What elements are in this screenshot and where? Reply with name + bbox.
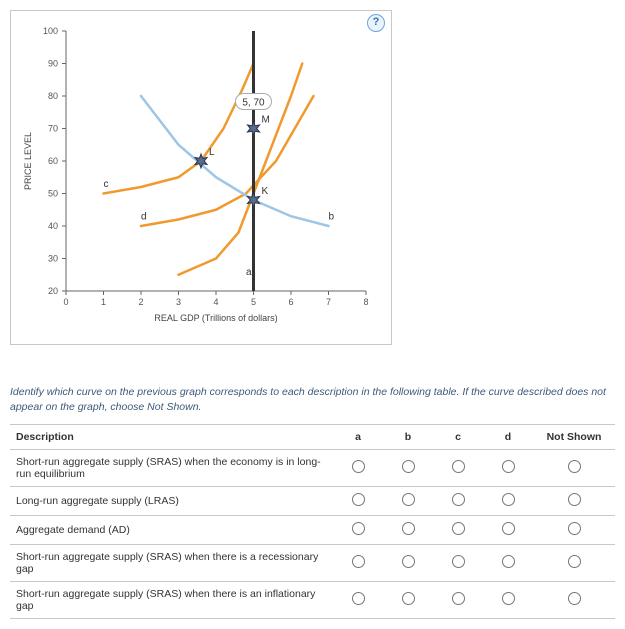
option-radio[interactable] bbox=[568, 555, 581, 568]
svg-text:7: 7 bbox=[326, 297, 331, 307]
svg-text:L: L bbox=[209, 147, 215, 158]
row-description: Short-run aggregate supply (SRAS) when t… bbox=[10, 582, 333, 619]
option-radio[interactable] bbox=[402, 522, 415, 535]
option-cell bbox=[433, 516, 483, 545]
option-radio[interactable] bbox=[352, 555, 365, 568]
option-cell bbox=[383, 487, 433, 516]
col-option: d bbox=[483, 425, 533, 450]
svg-text:4: 4 bbox=[213, 297, 218, 307]
table-row: Aggregate demand (AD) bbox=[10, 516, 615, 545]
option-radio[interactable] bbox=[402, 555, 415, 568]
svg-text:90: 90 bbox=[48, 59, 58, 69]
option-radio[interactable] bbox=[568, 460, 581, 473]
option-radio[interactable] bbox=[502, 460, 515, 473]
svg-text:a: a bbox=[246, 267, 252, 278]
option-cell bbox=[483, 487, 533, 516]
col-option: Not Shown bbox=[533, 425, 615, 450]
option-cell bbox=[483, 516, 533, 545]
option-radio[interactable] bbox=[568, 493, 581, 506]
option-radio[interactable] bbox=[402, 493, 415, 506]
option-radio[interactable] bbox=[568, 522, 581, 535]
svg-text:80: 80 bbox=[48, 91, 58, 101]
svg-text:2: 2 bbox=[138, 297, 143, 307]
svg-text:40: 40 bbox=[48, 221, 58, 231]
svg-text:70: 70 bbox=[48, 124, 58, 134]
option-cell bbox=[433, 545, 483, 582]
question-table: DescriptionabcdNot Shown Short-run aggre… bbox=[10, 424, 615, 619]
option-cell bbox=[483, 545, 533, 582]
svg-text:REAL GDP (Trillions of dollars: REAL GDP (Trillions of dollars) bbox=[154, 313, 277, 323]
option-radio[interactable] bbox=[452, 522, 465, 535]
option-cell bbox=[383, 582, 433, 619]
option-radio[interactable] bbox=[502, 592, 515, 605]
option-radio[interactable] bbox=[452, 460, 465, 473]
option-cell bbox=[333, 516, 383, 545]
option-radio[interactable] bbox=[502, 493, 515, 506]
svg-text:5: 5 bbox=[251, 297, 256, 307]
option-radio[interactable] bbox=[502, 555, 515, 568]
table-row: Short-run aggregate supply (SRAS) when t… bbox=[10, 582, 615, 619]
col-option: b bbox=[383, 425, 433, 450]
svg-text:b: b bbox=[329, 212, 335, 223]
table-row: Short-run aggregate supply (SRAS) when t… bbox=[10, 450, 615, 487]
svg-text:8: 8 bbox=[363, 297, 368, 307]
chart-svg: 0 1 2 3 4 5 6 7 8 20 30 40 50 60 70 80 90 100 REAL GDP (Tr… bbox=[11, 11, 391, 341]
svg-text:d: d bbox=[141, 212, 147, 223]
option-radio[interactable] bbox=[402, 592, 415, 605]
option-radio[interactable] bbox=[452, 493, 465, 506]
option-cell bbox=[383, 545, 433, 582]
option-cell bbox=[533, 516, 615, 545]
option-cell bbox=[333, 450, 383, 487]
svg-text:3: 3 bbox=[176, 297, 181, 307]
option-radio[interactable] bbox=[502, 522, 515, 535]
chart-container: ? 0 1 2 3 4 5 6 7 8 20 30 40 50 60 70 80 90 100 REAL GDP (… bbox=[10, 10, 392, 345]
row-description: Short-run aggregate supply (SRAS) when t… bbox=[10, 545, 333, 582]
svg-text:50: 50 bbox=[48, 189, 58, 199]
option-cell bbox=[333, 545, 383, 582]
option-cell bbox=[533, 545, 615, 582]
svg-text:6: 6 bbox=[288, 297, 293, 307]
option-cell bbox=[533, 487, 615, 516]
option-cell bbox=[533, 582, 615, 619]
help-button[interactable]: ? bbox=[367, 14, 385, 32]
option-cell bbox=[483, 450, 533, 487]
svg-text:c: c bbox=[104, 179, 109, 190]
table-row: Short-run aggregate supply (SRAS) when t… bbox=[10, 545, 615, 582]
option-radio[interactable] bbox=[352, 522, 365, 535]
svg-text:0: 0 bbox=[63, 297, 68, 307]
option-cell bbox=[383, 450, 433, 487]
instruction-text: Identify which curve on the previous gra… bbox=[10, 385, 615, 414]
table-row: Long-run aggregate supply (LRAS) bbox=[10, 487, 615, 516]
svg-text:K: K bbox=[262, 186, 269, 197]
svg-text:20: 20 bbox=[48, 286, 58, 296]
svg-text:30: 30 bbox=[48, 254, 58, 264]
svg-text:M: M bbox=[262, 115, 270, 126]
option-radio[interactable] bbox=[452, 555, 465, 568]
option-radio[interactable] bbox=[352, 460, 365, 473]
option-radio[interactable] bbox=[402, 460, 415, 473]
option-cell bbox=[533, 450, 615, 487]
option-cell bbox=[333, 487, 383, 516]
svg-text:PRICE LEVEL: PRICE LEVEL bbox=[23, 132, 33, 190]
option-radio[interactable] bbox=[352, 592, 365, 605]
option-cell bbox=[433, 487, 483, 516]
option-radio[interactable] bbox=[352, 493, 365, 506]
col-option: a bbox=[333, 425, 383, 450]
row-description: Long-run aggregate supply (LRAS) bbox=[10, 487, 333, 516]
option-cell bbox=[433, 582, 483, 619]
svg-text:100: 100 bbox=[43, 26, 58, 36]
col-description: Description bbox=[10, 425, 333, 450]
option-cell bbox=[333, 582, 383, 619]
option-cell bbox=[383, 516, 433, 545]
row-description: Aggregate demand (AD) bbox=[10, 516, 333, 545]
svg-text:5, 70: 5, 70 bbox=[242, 98, 265, 109]
svg-text:60: 60 bbox=[48, 156, 58, 166]
option-cell bbox=[433, 450, 483, 487]
option-radio[interactable] bbox=[452, 592, 465, 605]
option-cell bbox=[483, 582, 533, 619]
row-description: Short-run aggregate supply (SRAS) when t… bbox=[10, 450, 333, 487]
svg-text:1: 1 bbox=[101, 297, 106, 307]
option-radio[interactable] bbox=[568, 592, 581, 605]
col-option: c bbox=[433, 425, 483, 450]
